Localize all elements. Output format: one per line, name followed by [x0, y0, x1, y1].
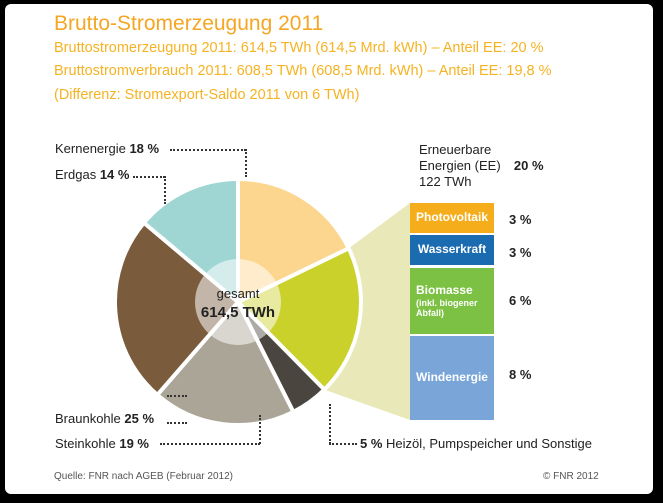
ee-biomasse-pct: 6 % — [509, 293, 532, 308]
leader-erdgas — [133, 176, 165, 178]
ee-windenergie-pct: 8 % — [509, 367, 532, 382]
label-erdgas-pct: 14 % — [99, 167, 130, 182]
ee-funnel — [324, 203, 410, 420]
label-steinkohle-pct: 19 % — [119, 436, 149, 451]
chart-title: Brutto-Stromerzeugung 2011 — [54, 12, 324, 35]
subtitle-line-3: (Differenz: Stromexport-Saldo 2011 von 6… — [54, 87, 360, 103]
ee-windenergie-box: Windenergie — [410, 336, 494, 420]
label-braunkohle: Braunkohle 25 % — [55, 411, 154, 426]
ee-biomasse-sub-2: Abfall) — [416, 307, 444, 318]
leader-sonstige — [329, 404, 331, 444]
label-braunkohle-pct: 25 % — [124, 411, 155, 426]
center-value: 614,5 TWh — [201, 304, 275, 321]
center-label: gesamt — [217, 286, 260, 301]
leader-steinkohle — [160, 443, 260, 445]
label-sonstige-pct: 5 % — [360, 436, 383, 451]
ee-wasserkraft-pct: 3 % — [509, 245, 532, 260]
label-kernenergie-name: Kernenergie — [55, 141, 126, 156]
ee-wasserkraft-box: Wasserkraft — [410, 235, 494, 265]
ee-biomasse-box: Biomasse (inkl. biogener Abfall) — [410, 268, 494, 334]
label-steinkohle: Steinkohle 19 % — [55, 436, 149, 451]
ee-photovoltaik-box: Photovoltaik — [410, 203, 494, 233]
source-note: Quelle: FNR nach AGEB (Februar 2012) — [54, 471, 233, 482]
ee-heading: Erneuerbare Energien (EE) 20 % 122 TWh — [419, 142, 544, 190]
leader-sonstige-h — [329, 443, 357, 445]
ee-heading-line-2: Energien (EE) — [419, 158, 501, 173]
label-kernenergie: Kernenergie 18 % — [55, 141, 159, 156]
leader-kernenergie — [170, 149, 246, 151]
pie-center-circle — [195, 259, 281, 345]
copyright-note: © FNR 2012 — [543, 471, 599, 482]
ee-heading-pct: 20 % — [513, 158, 544, 173]
ee-photovoltaik-pct: 3 % — [509, 212, 532, 227]
ee-heading-twh: 122 TWh — [419, 174, 472, 189]
pie-slice-braunkohle — [113, 219, 241, 398]
subtitle-line-1: Bruttostromerzeugung 2011: 614,5 TWh (61… — [54, 40, 544, 56]
label-braunkohle-name: Braunkohle — [55, 411, 121, 426]
ee-wasserkraft-label: Wasserkraft — [417, 242, 487, 257]
ee-heading-line-1: Erneuerbare — [419, 142, 492, 157]
label-steinkohle-name: Steinkohle — [55, 436, 116, 451]
ee-photovoltaik-label: Photovoltaik — [415, 210, 488, 225]
label-sonstige-name: Heizöl, Pumpspeicher und Sonstige — [386, 436, 592, 451]
ee-windenergie-label: Windenergie — [416, 370, 488, 385]
ee-biomasse-label: Biomasse — [416, 282, 473, 297]
subtitle-line-2: Bruttostromverbrauch 2011: 608,5 TWh (60… — [54, 63, 552, 79]
ee-biomasse-sub-1: (inkl. biogener — [416, 297, 478, 308]
label-sonstige: 5 % Heizöl, Pumpspeicher und Sonstige — [360, 436, 592, 451]
label-erdgas: Erdgas 14 % — [55, 167, 129, 182]
leader-braunkohle — [167, 395, 187, 424]
leader-kernenergie-drop — [245, 149, 247, 177]
pie-slice-steinkohle — [154, 298, 297, 427]
label-erdgas-name: Erdgas — [55, 167, 97, 182]
leader-erdgas-drop — [164, 176, 166, 204]
label-kernenergie-pct: 18 % — [129, 141, 160, 156]
pie-slice-erneuerbare — [234, 245, 363, 393]
leader-steinkohle-rise — [259, 415, 261, 444]
